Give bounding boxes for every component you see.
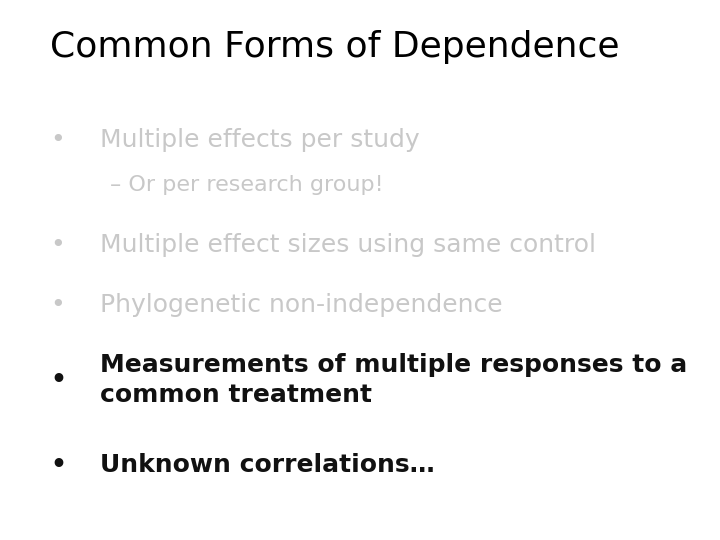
Text: •: • xyxy=(50,233,65,257)
Text: •: • xyxy=(50,368,66,392)
Text: Multiple effects per study: Multiple effects per study xyxy=(100,128,420,152)
Text: Measurements of multiple responses to a
common treatment: Measurements of multiple responses to a … xyxy=(100,353,688,407)
Text: •: • xyxy=(50,293,65,317)
Text: •: • xyxy=(50,453,66,477)
Text: – Or per research group!: – Or per research group! xyxy=(110,175,384,195)
Text: Multiple effect sizes using same control: Multiple effect sizes using same control xyxy=(100,233,596,257)
Text: Phylogenetic non-independence: Phylogenetic non-independence xyxy=(100,293,503,317)
Text: •: • xyxy=(50,128,65,152)
Text: Unknown correlations…: Unknown correlations… xyxy=(100,453,435,477)
Text: Common Forms of Dependence: Common Forms of Dependence xyxy=(50,30,619,64)
